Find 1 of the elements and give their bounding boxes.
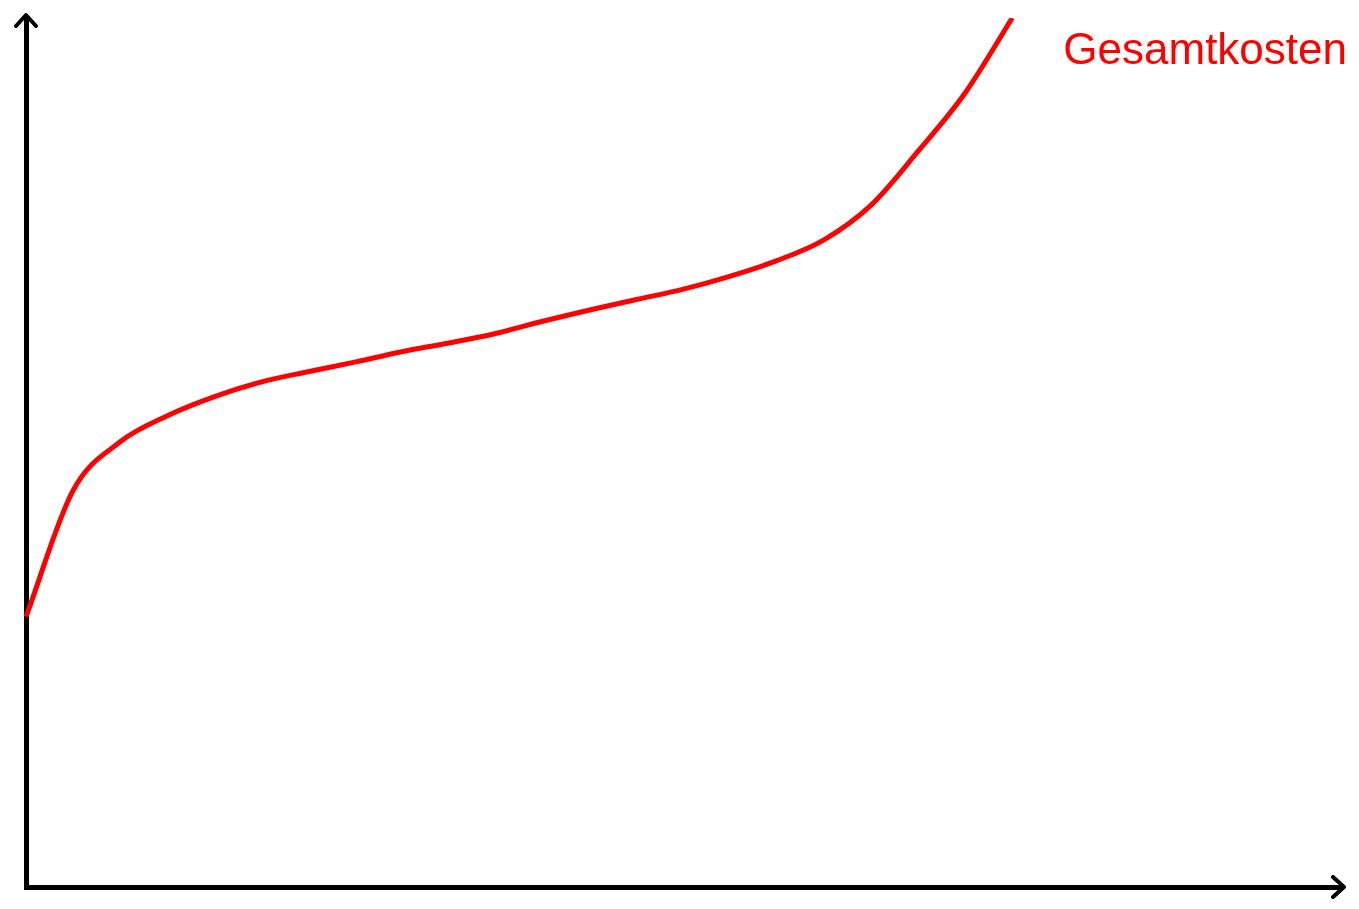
series-label: Gesamtkosten	[1063, 24, 1347, 74]
